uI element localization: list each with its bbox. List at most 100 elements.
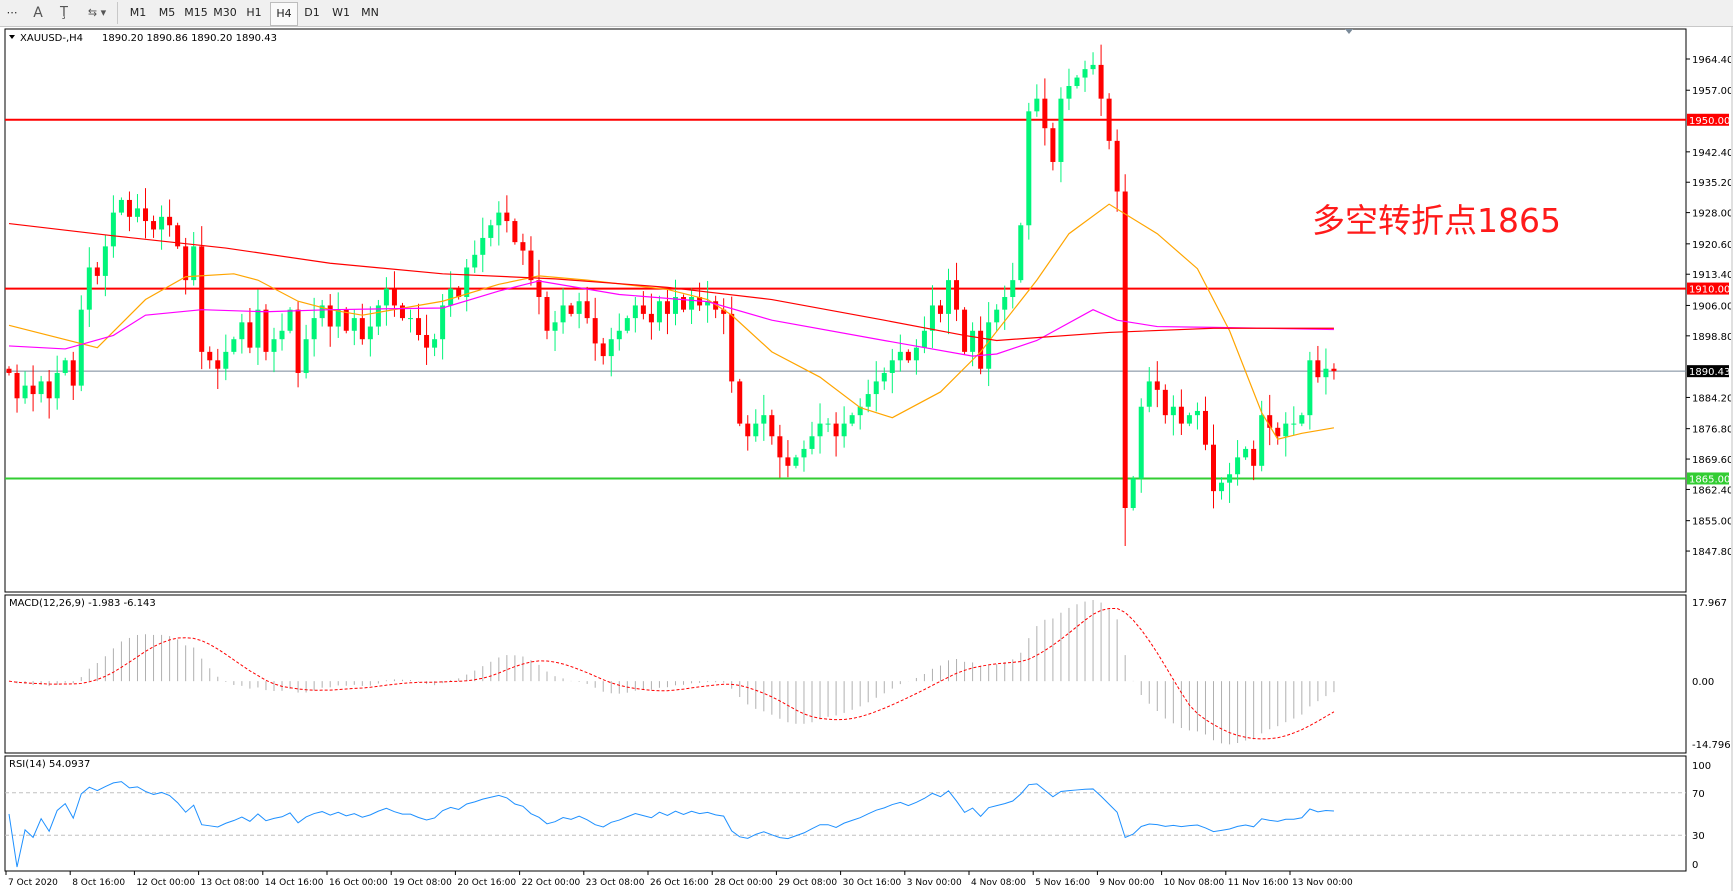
candle <box>777 424 783 478</box>
candle <box>1034 84 1040 117</box>
timeframe-h4[interactable]: H4 <box>270 2 298 26</box>
candle-body <box>1050 128 1056 162</box>
candle-body <box>721 309 727 314</box>
candle <box>1114 129 1120 212</box>
candle <box>962 307 968 355</box>
x-tick-label: 23 Oct 08:00 <box>586 878 645 888</box>
candle <box>1130 475 1136 511</box>
candle-body <box>689 297 695 310</box>
candle-body <box>568 305 574 314</box>
candle <box>271 327 277 373</box>
candle <box>1066 68 1072 111</box>
candle <box>70 351 76 400</box>
timeframe-h1[interactable]: H1 <box>246 6 262 19</box>
candle <box>62 357 68 376</box>
text-label-icon[interactable]: Ţ <box>60 5 68 20</box>
timeframe-m15[interactable]: M15 <box>184 6 208 19</box>
candle <box>1018 222 1024 283</box>
candle-body <box>247 322 253 348</box>
candle <box>231 336 237 355</box>
candle-body <box>30 385 36 395</box>
candle-body <box>143 208 149 222</box>
x-tick-label: 28 Oct 00:00 <box>714 878 773 888</box>
candle <box>255 289 261 365</box>
candle-body <box>640 305 646 314</box>
arrows-icon[interactable]: ⇆ ▾ <box>87 6 107 19</box>
candle-body <box>729 313 735 382</box>
candle-body <box>46 381 52 399</box>
candle-body <box>472 254 478 268</box>
macd-tick-label: 0.00 <box>1692 677 1714 688</box>
candle <box>978 316 984 375</box>
candle <box>656 295 662 331</box>
moving-average-line <box>8 203 1335 440</box>
candle <box>568 302 574 317</box>
timeframe-w1[interactable]: W1 <box>332 6 350 19</box>
candle <box>327 294 333 347</box>
candle-body <box>343 309 349 331</box>
candle <box>648 293 654 340</box>
x-tick-label: 7 Oct 2020 <box>8 878 58 888</box>
candle <box>1227 462 1233 503</box>
candle-body <box>1066 86 1072 99</box>
x-tick-label: 26 Oct 16:00 <box>650 878 709 888</box>
candle-body <box>817 423 823 437</box>
grid-icon[interactable]: ⋯ <box>6 6 18 19</box>
candle <box>608 327 614 377</box>
candle <box>383 277 389 326</box>
candle-body <box>761 415 767 424</box>
candle <box>536 259 542 315</box>
timeframe-m1[interactable]: M1 <box>129 6 147 19</box>
candle-body <box>239 322 245 340</box>
candle-body <box>175 225 181 247</box>
candle-body <box>560 305 566 323</box>
candle <box>1299 412 1305 427</box>
candle <box>913 339 919 375</box>
candle <box>247 307 253 354</box>
candle <box>448 271 454 317</box>
candle <box>1291 406 1297 436</box>
rsi-tick-label: 30 <box>1692 831 1705 842</box>
candle <box>86 247 92 327</box>
candle <box>624 315 630 334</box>
candle <box>857 398 863 430</box>
candle <box>504 195 510 233</box>
y-tick-label: 1876.80 <box>1692 425 1733 436</box>
text-icon[interactable]: A <box>33 5 43 21</box>
candle-body <box>1299 415 1305 424</box>
candle <box>167 199 173 237</box>
candle <box>1235 440 1241 486</box>
candle-body <box>359 318 365 340</box>
timeframe-m5[interactable]: M5 <box>158 6 176 19</box>
candle <box>994 304 1000 331</box>
candle-body <box>207 351 213 361</box>
candle-body <box>785 457 791 466</box>
rsi-tick-label: 70 <box>1692 789 1705 800</box>
candle <box>359 303 365 345</box>
candles <box>6 44 1337 546</box>
x-tick-label: 13 Nov 00:00 <box>1292 878 1353 888</box>
candle-body <box>1178 406 1184 424</box>
timeframe-d1[interactable]: D1 <box>304 6 320 19</box>
candle <box>1202 396 1208 451</box>
y-tick-label: 1884.20 <box>1692 393 1733 404</box>
timeframe-mn[interactable]: MN <box>361 6 379 19</box>
y-tick-label: 1862.40 <box>1692 485 1733 496</box>
candle <box>1275 422 1281 445</box>
candle <box>175 222 181 249</box>
candle-body <box>263 309 269 352</box>
macd-panel <box>4 594 1687 754</box>
candle <box>375 299 381 335</box>
candle <box>416 303 422 341</box>
timeframe-m30[interactable]: M30 <box>213 6 237 19</box>
candle-body <box>126 199 132 217</box>
candle <box>1315 345 1321 383</box>
candle-body <box>62 360 68 373</box>
scrollbar[interactable] <box>1731 27 1733 891</box>
candle <box>102 234 108 297</box>
candle-body <box>1251 448 1257 466</box>
candle <box>472 240 478 273</box>
candle-body <box>1122 191 1128 509</box>
candle-body <box>440 305 446 340</box>
